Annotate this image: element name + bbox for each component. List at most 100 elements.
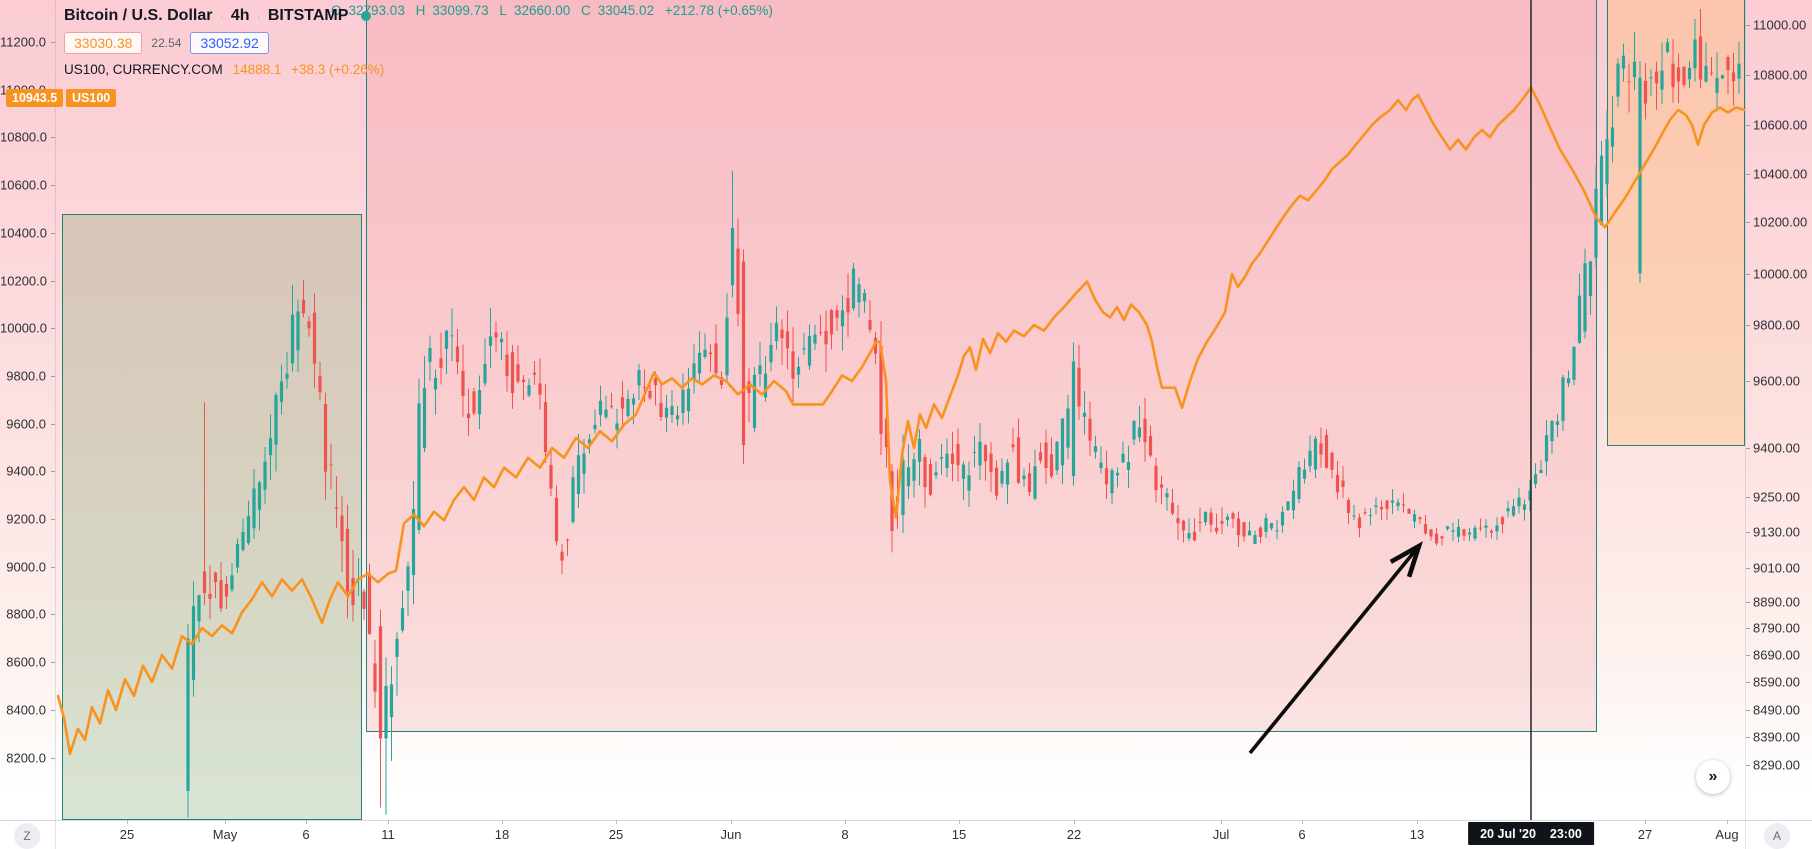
ohlc-low-label: L — [499, 3, 507, 18]
right-axis-tick — [1746, 497, 1750, 498]
time-axis-label: 25 — [608, 827, 624, 842]
time-axis-label: 18 — [494, 827, 510, 842]
left-axis-tick — [51, 662, 55, 663]
symbol-name[interactable]: Bitcoin / U.S. Dollar — [64, 7, 213, 24]
btc-candle-series — [186, 9, 1741, 818]
left-axis-label: 9400.0 — [6, 463, 46, 479]
right-axis-label: 10000.00 — [1753, 266, 1808, 282]
symbol-legend[interactable]: Bitcoin / U.S. Dollar · 4h · BITSTAMP 33… — [64, 7, 384, 77]
annotation-arrow[interactable] — [1248, 541, 1423, 755]
right-axis-tick — [1746, 628, 1750, 629]
ohlc-high-value: 33099.73 — [432, 3, 489, 18]
market-status-icon[interactable] — [361, 11, 372, 21]
time-axis-tick — [1727, 820, 1728, 824]
time-axis-label: 6 — [302, 827, 310, 842]
right-axis-label: 9130.00 — [1753, 524, 1800, 540]
time-axis-label: 27 — [1637, 827, 1653, 842]
left-axis-tick — [51, 328, 55, 329]
left-axis-tick — [51, 233, 55, 234]
time-axis-label: 6 — [1298, 827, 1306, 842]
right-axis-separator — [1745, 0, 1746, 849]
left-axis-label: 8200.0 — [6, 750, 46, 765]
right-axis-label: 9800.00 — [1753, 317, 1800, 333]
right-axis-tick — [1746, 75, 1750, 76]
right-axis-tick — [1746, 710, 1750, 711]
timezone-button[interactable]: Z — [14, 823, 40, 849]
time-axis-tick — [845, 820, 846, 824]
right-axis-tick — [1746, 765, 1750, 766]
time-axis-tick — [502, 820, 503, 824]
left-axis-label: 10000.0 — [0, 320, 47, 336]
left-axis-tick — [51, 185, 55, 186]
right-axis-label: 8590.00 — [1753, 674, 1800, 690]
left-axis-tick — [51, 281, 55, 282]
overlay-symbol-row[interactable]: US100, CURRENCY.COM 14888.1 +38.3 (+0.26… — [64, 62, 384, 77]
right-axis-label: 9010.00 — [1753, 560, 1800, 576]
right-axis-tick — [1746, 25, 1750, 26]
right-axis-label: 10800.00 — [1753, 67, 1808, 83]
interval-label[interactable]: 4h — [230, 7, 250, 24]
symbol-title-row[interactable]: Bitcoin / U.S. Dollar · 4h · BITSTAMP — [64, 7, 384, 25]
left-axis-tick — [51, 137, 55, 138]
right-axis-tick — [1746, 655, 1750, 656]
time-axis-label: Aug — [1715, 827, 1739, 842]
crosshair-date: 20 Jul '20 — [1480, 826, 1536, 841]
scroll-to-recent-button[interactable]: » — [1696, 760, 1730, 794]
left-axis-label: 8600.0 — [6, 654, 46, 670]
right-axis-tick — [1746, 381, 1750, 382]
right-axis-tick — [1746, 174, 1750, 175]
left-axis-label: 9800.0 — [6, 368, 46, 384]
exchange-label[interactable]: BITSTAMP — [267, 7, 349, 24]
left-axis-label: 9000.0 — [6, 559, 46, 575]
left-axis-tick — [51, 519, 55, 520]
us100-overlay-line[interactable] — [56, 86, 1745, 756]
bid-price-box[interactable]: 33030.38 — [64, 32, 143, 54]
left-axis-tick — [51, 424, 55, 425]
left-axis-separator — [55, 0, 56, 849]
ohlc-open-label: O — [331, 3, 342, 18]
us100-series-badge[interactable]: US100 — [66, 89, 117, 107]
time-axis-tick — [731, 820, 732, 824]
right-axis-label: 8790.00 — [1753, 620, 1800, 636]
right-axis-label: 9400.00 — [1753, 440, 1800, 456]
bid-ask-row: 33030.38 22.54 33052.92 — [64, 32, 384, 54]
right-axis-label: 10200.00 — [1753, 214, 1808, 230]
time-axis-label: Jun — [720, 827, 742, 842]
left-axis-tick — [51, 471, 55, 472]
left-axis-label: 9600.0 — [6, 416, 46, 432]
left-axis-label: 8400.0 — [6, 702, 46, 718]
time-axis-tick — [1074, 820, 1075, 824]
overlay-symbol-name[interactable]: US100, CURRENCY.COM — [64, 62, 223, 77]
left-axis-label: 11200.0 — [0, 34, 47, 50]
time-axis-label: 25 — [119, 827, 135, 842]
spread-value: 22.54 — [151, 36, 182, 50]
left-axis-label: 10800.0 — [0, 129, 47, 145]
right-axis-tick — [1746, 325, 1750, 326]
time-axis-label: 15 — [951, 827, 967, 842]
right-axis-label: 8390.00 — [1753, 729, 1800, 745]
ohlc-close-label: C — [581, 3, 591, 18]
right-axis-label: 8290.00 — [1753, 757, 1800, 773]
right-axis-tick — [1746, 602, 1750, 603]
auto-scale-button[interactable]: A — [1764, 823, 1790, 849]
left-axis-tick — [51, 758, 55, 759]
right-axis-label: 9600.00 — [1753, 373, 1800, 389]
time-axis-label: Jul — [1212, 827, 1230, 842]
left-axis-label: 10600.0 — [0, 177, 47, 193]
ask-price-box[interactable]: 33052.92 — [190, 32, 269, 54]
left-axis-label: 8800.0 — [6, 606, 46, 622]
right-axis-tick — [1746, 568, 1750, 569]
green-zone[interactable] — [62, 214, 362, 820]
left-axis-tick — [51, 567, 55, 568]
time-axis-tick — [959, 820, 960, 824]
overlay-last-value: 14888.1 — [232, 62, 282, 77]
time-axis-label: 11 — [381, 827, 395, 842]
right-axis-tick — [1746, 448, 1750, 449]
pink-zone[interactable] — [366, 0, 1597, 732]
orange-zone[interactable] — [1607, 0, 1745, 446]
right-axis-label: 11000.00 — [1753, 17, 1807, 33]
left-axis-label: 9200.0 — [6, 511, 46, 527]
ohlc-close-value: 33045.02 — [597, 3, 655, 18]
